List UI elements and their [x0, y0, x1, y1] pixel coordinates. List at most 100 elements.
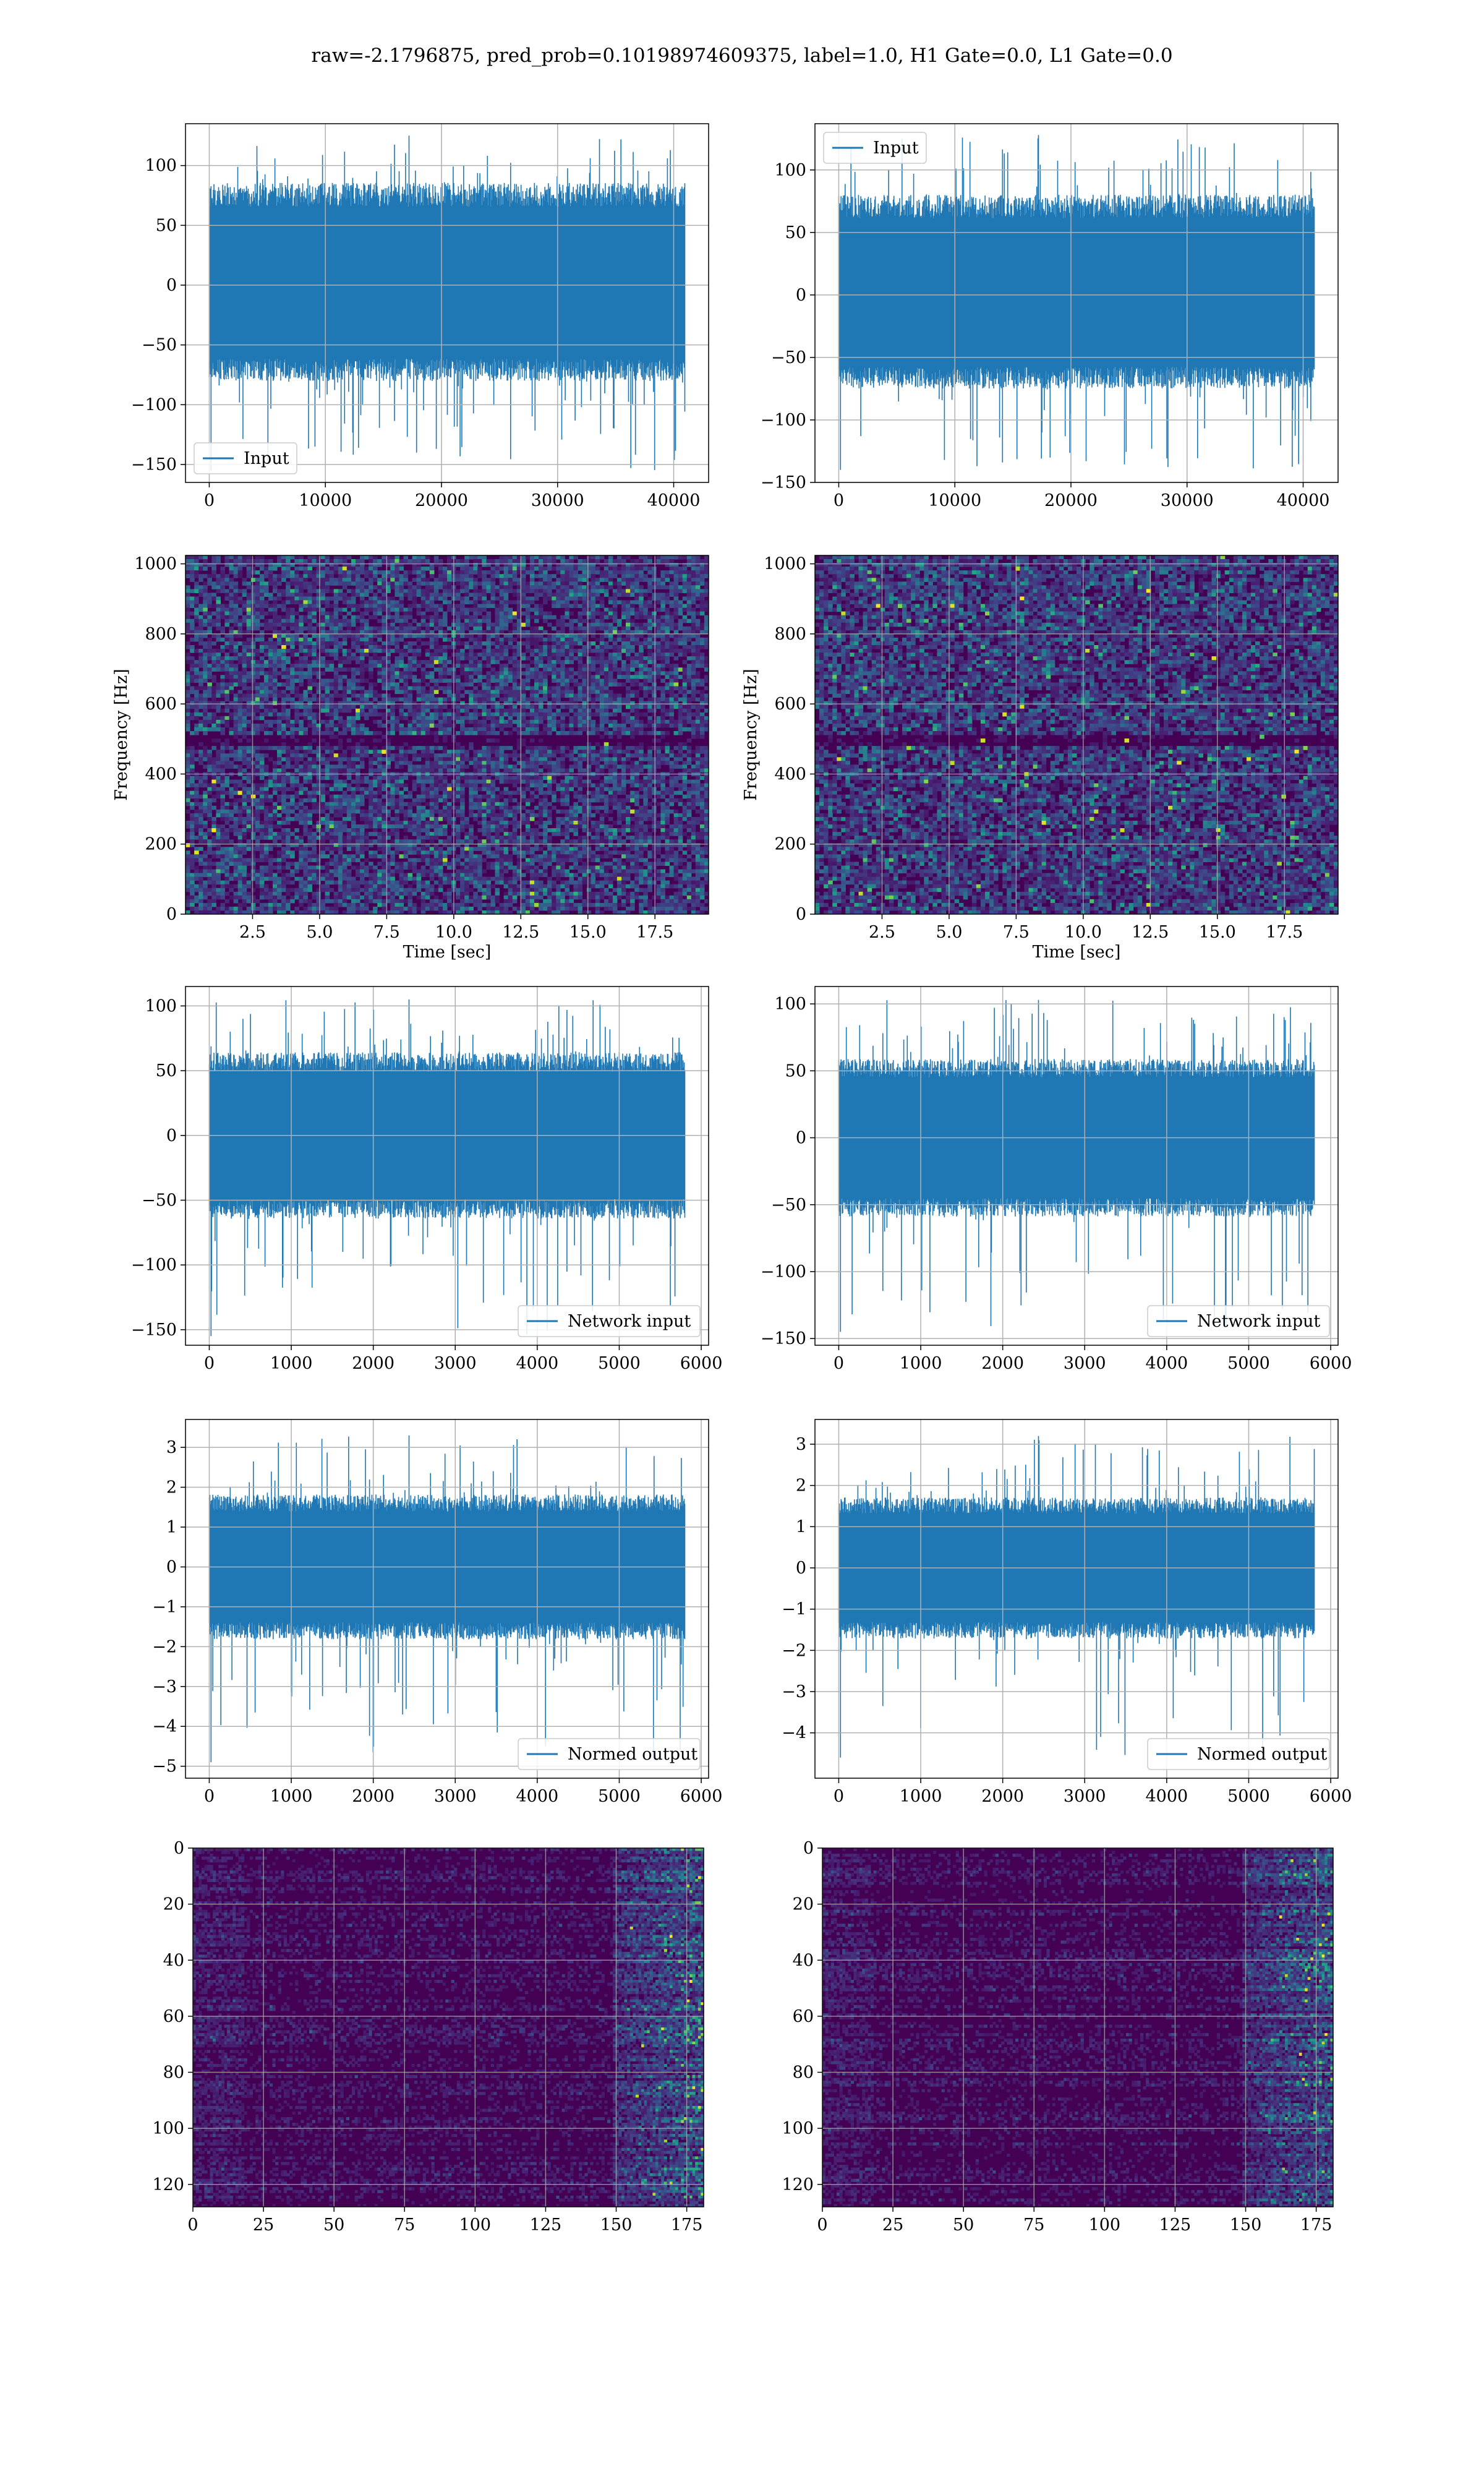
legend: Input	[194, 442, 297, 474]
y-tick-label: 0	[174, 1839, 184, 1858]
legend: Input	[823, 132, 927, 164]
x-tick-label: 2000	[981, 1354, 1024, 1373]
y-tick-label: 1000	[764, 555, 806, 574]
y-tick-label: 20	[163, 1895, 184, 1914]
y-tick-label: 120	[152, 2175, 184, 2194]
x-tick-label: 175	[1300, 2215, 1333, 2235]
y-tick-label: −150	[761, 1329, 806, 1348]
x-tick-label: 1000	[270, 1787, 313, 1806]
plot-area	[186, 1419, 709, 1778]
plot-area	[815, 1419, 1338, 1778]
y-tick-label: −150	[131, 1320, 177, 1340]
y-tick-label: 20	[793, 1895, 814, 1914]
y-tick-label: 1000	[134, 555, 177, 574]
x-axis-label: Time [sec]	[1033, 943, 1121, 962]
y-tick-label: 800	[774, 625, 806, 644]
legend: Normed output	[1147, 1738, 1330, 1770]
subplot-spectrogram-h1: 2.5 5.0 7.5 10.0 12.5 15.0 17.5 0 200 400 600 800 10…	[112, 555, 709, 962]
y-tick-label: 50	[156, 216, 177, 235]
legend-label: Input	[244, 449, 289, 468]
plot-area	[193, 1848, 704, 2207]
series-input-h1-body	[209, 226, 685, 341]
x-tick-label: 4000	[1146, 1787, 1188, 1806]
plot-area	[186, 555, 709, 914]
y-tick-label: 3	[166, 1438, 177, 1457]
x-tick-label: 6000	[1310, 1354, 1352, 1373]
x-tick-label: 0	[204, 1787, 215, 1806]
legend-box	[518, 1738, 701, 1770]
x-tick-label: 100	[459, 2215, 492, 2235]
subplot-network-input-l1: 0 1000 2000 3000 4000 5000 6000 −150 −100 −50 0 50 1…	[761, 986, 1352, 1373]
subplot-feature-map-l1: 0 25 50 75 100 125 150 175 0 20 40 60 80 100 120	[782, 1839, 1334, 2235]
axes-frame	[822, 1847, 1334, 2207]
x-tick-label: 40000	[647, 491, 701, 510]
axes-frame	[814, 555, 1339, 915]
y-tick-label: 1	[166, 1518, 177, 1537]
y-axis-label: Frequency [Hz]	[112, 669, 131, 800]
y-tick-label: 120	[782, 2175, 814, 2194]
x-tick-label: 2000	[352, 1787, 394, 1806]
x-tick-label: 4000	[516, 1354, 559, 1373]
x-tick-label: 25	[882, 2215, 903, 2235]
legend: Network input	[1147, 1305, 1330, 1337]
x-tick-label: 5.0	[936, 923, 962, 942]
x-tick-label: 2000	[352, 1354, 394, 1373]
y-tick-label: −2	[782, 1641, 806, 1660]
axes-frame	[814, 1419, 1339, 1779]
y-tick-label: −150	[131, 455, 177, 474]
plot-area	[815, 555, 1338, 914]
plot-area	[815, 987, 1338, 1345]
subplot-feature-map-h1: 0 25 50 75 100 125 150 175 0 20 40 60 80 100 120	[152, 1839, 704, 2235]
y-tick-label: −4	[152, 1717, 177, 1736]
plot-area	[186, 124, 709, 482]
x-tick-label: 125	[530, 2215, 562, 2235]
y-tick-label: −50	[142, 1191, 177, 1210]
y-tick-label: 40	[793, 1951, 814, 1970]
figure-title: raw=-2.1796875, pred_prob=0.101989746093…	[311, 45, 1172, 67]
y-tick-label: 400	[774, 764, 806, 784]
axes-frame	[185, 986, 709, 1346]
x-tick-label: 5.0	[306, 923, 333, 942]
y-tick-label: 60	[793, 2007, 814, 2026]
x-tick-label: 20000	[1044, 491, 1098, 510]
x-tick-label: 40000	[1277, 491, 1330, 510]
subplot-normed-output-l1: 0 1000 2000 3000 4000 5000 6000 −4 −3 −2 −1 0 1 2 3 Nor…	[782, 1419, 1352, 1806]
x-tick-label: 5000	[598, 1787, 641, 1806]
y-tick-label: −1	[152, 1598, 177, 1617]
subplot-spectrogram-l1: 2.5 5.0 7.5 10.0 12.5 15.0 17.5 0 200 400 600 800 10…	[741, 555, 1339, 962]
x-tick-label: 3000	[1064, 1787, 1106, 1806]
x-tick-label: 7.5	[373, 923, 400, 942]
y-tick-label: −3	[782, 1682, 806, 1701]
x-tick-label: 1000	[900, 1787, 942, 1806]
subplot-grid: 0 10000 20000 30000 40000−150−100−50050100In…	[112, 123, 1352, 2235]
legend-box	[1147, 1305, 1330, 1337]
y-tick-label: 100	[145, 156, 177, 176]
x-tick-label: 6000	[680, 1354, 723, 1373]
y-tick-label: 0	[166, 276, 177, 295]
y-tick-label: −100	[761, 1262, 806, 1282]
x-tick-label: 2.5	[239, 923, 266, 942]
x-tick-label: 6000	[680, 1787, 723, 1806]
x-tick-label: 30000	[1161, 491, 1214, 510]
y-tick-label: −3	[152, 1677, 177, 1697]
x-tick-label: 0	[834, 491, 844, 510]
x-tick-label: 0	[817, 2215, 827, 2235]
axes-frame	[814, 986, 1339, 1346]
y-tick-label: 0	[796, 1559, 806, 1578]
y-tick-label: 0	[796, 1129, 806, 1148]
x-tick-label: 1000	[900, 1354, 942, 1373]
y-tick-label: 50	[785, 1061, 806, 1081]
x-tick-label: 3000	[1064, 1354, 1106, 1373]
series-input-l1-body	[838, 236, 1315, 349]
y-tick-label: −50	[771, 348, 806, 367]
y-tick-label: 0	[166, 1126, 177, 1145]
legend: Normed output	[518, 1738, 701, 1770]
x-tick-label: 0	[204, 1354, 215, 1373]
y-tick-label: −50	[142, 336, 177, 355]
x-tick-label: 7.5	[1003, 923, 1030, 942]
subplot-input-h1: 0 10000 20000 30000 40000 −150 −100 −50 0 50 100 In…	[131, 123, 709, 510]
x-tick-label: 5000	[1227, 1787, 1270, 1806]
x-tick-label: 12.5	[502, 923, 539, 942]
y-tick-label: 100	[782, 2119, 814, 2138]
y-tick-label: −5	[152, 1757, 177, 1776]
